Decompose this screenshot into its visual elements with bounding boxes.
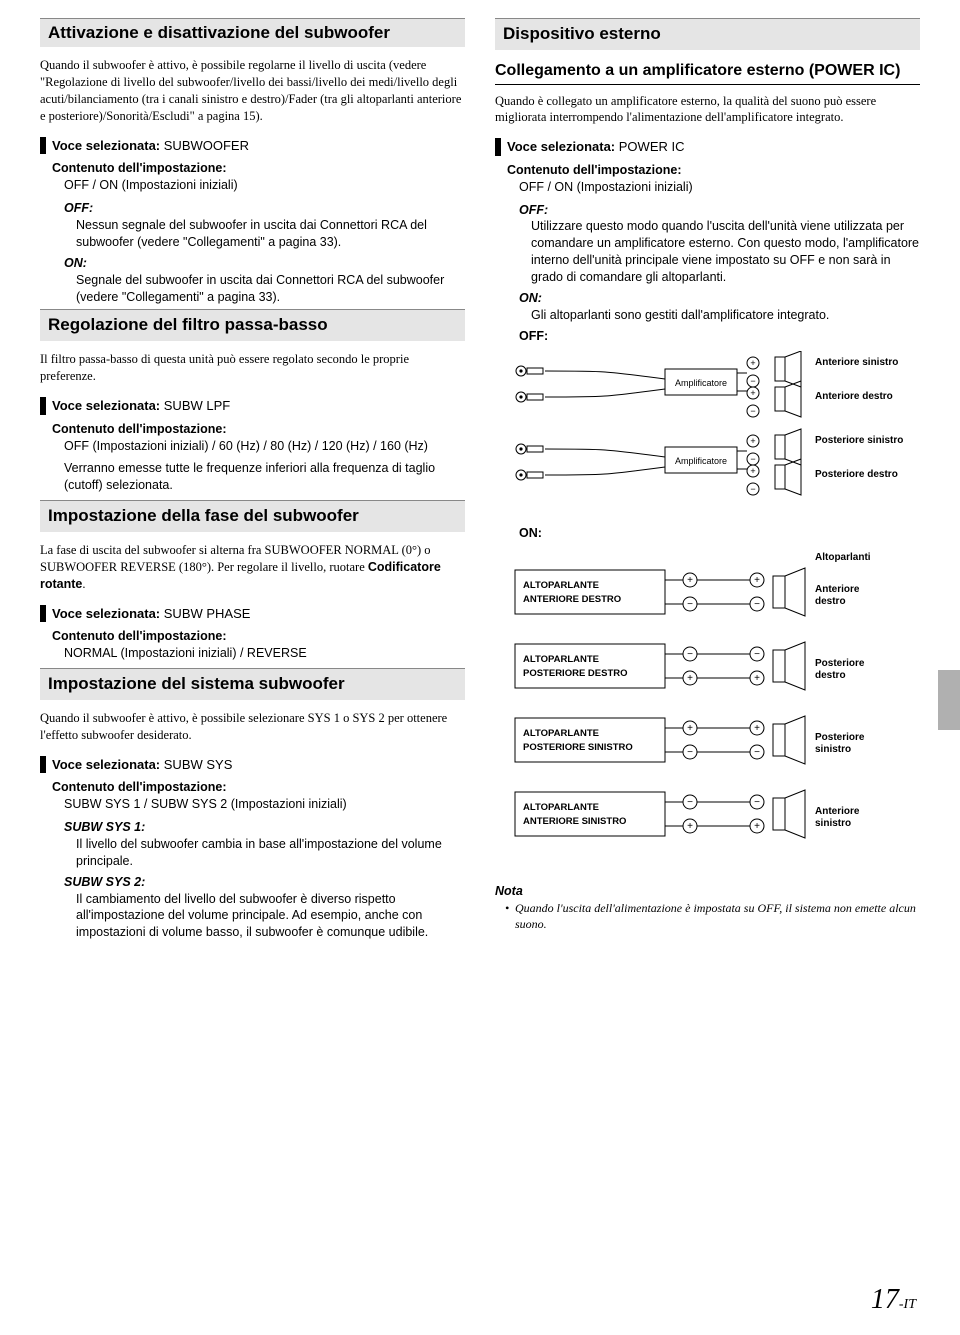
svg-text:−: − bbox=[687, 649, 693, 660]
heading-external: Dispositivo esterno bbox=[495, 18, 920, 50]
svg-text:−: − bbox=[754, 649, 760, 660]
voice-subwoofer: Voce selezionata: SUBWOOFER bbox=[40, 137, 465, 155]
svg-text:Anteriore: Anteriore bbox=[815, 806, 860, 817]
svg-text:ALTOPARLANTE: ALTOPARLANTE bbox=[523, 728, 599, 739]
content-poweric-val: OFF / ON (Impostazioni iniziali) bbox=[519, 179, 920, 196]
svg-text:ALTOPARLANTE: ALTOPARLANTE bbox=[523, 654, 599, 665]
label-diagram-off: OFF: bbox=[519, 328, 920, 345]
svg-text:+: + bbox=[754, 673, 760, 684]
svg-text:sinistro: sinistro bbox=[815, 744, 851, 755]
content-label: Contenuto dell'impostazione: bbox=[52, 160, 465, 177]
nota-text: Quando l'uscita dell'alimentazione è imp… bbox=[505, 900, 920, 932]
content-lpf-val: OFF (Impostazioni iniziali) / 60 (Hz) / … bbox=[64, 438, 465, 455]
para-subwoofer-intro: Quando il subwoofer è attivo, è possibil… bbox=[40, 57, 465, 125]
svg-text:+: + bbox=[754, 575, 760, 586]
voice-sys: Voce selezionata: SUBW SYS bbox=[40, 756, 465, 774]
diagram-on: Altoparlanti ALTOPARLANTE ANTERIORE DEST… bbox=[495, 548, 920, 873]
svg-text:−: − bbox=[754, 797, 760, 808]
svg-text:ALTOPARLANTE: ALTOPARLANTE bbox=[523, 580, 599, 591]
content-label-phase: Contenuto dell'impostazione: bbox=[52, 628, 465, 645]
para-phase: La fase di uscita del subwoofer si alter… bbox=[40, 542, 465, 593]
para-sys: Quando il subwoofer è attivo, è possibil… bbox=[40, 710, 465, 744]
text-subwoofer-off: Nessun segnale del subwoofer in uscita d… bbox=[76, 217, 465, 251]
svg-text:+: + bbox=[687, 821, 693, 832]
svg-text:POSTERIORE SINISTRO: POSTERIORE SINISTRO bbox=[523, 742, 633, 753]
side-tab bbox=[938, 670, 960, 730]
text-poweric-on: Gli altoparlanti sono gestiti dall'ampli… bbox=[531, 307, 920, 324]
svg-text:ALTOPARLANTE: ALTOPARLANTE bbox=[523, 802, 599, 813]
heading-subwoofer-onoff: Attivazione e disattivazione del subwoof… bbox=[40, 18, 465, 47]
svg-text:+: + bbox=[687, 723, 693, 734]
heading-phase: Impostazione della fase del subwoofer bbox=[40, 500, 465, 532]
svg-text:+: + bbox=[687, 575, 693, 586]
label-poweric-off: OFF: bbox=[519, 202, 920, 219]
svg-text:ANTERIORE SINISTRO: ANTERIORE SINISTRO bbox=[523, 816, 626, 827]
text-poweric-off: Utilizzare questo modo quando l'uscita d… bbox=[531, 218, 920, 286]
content-phase-val: NORMAL (Impostazioni iniziali) / REVERSE bbox=[64, 645, 465, 662]
left-column: Attivazione e disattivazione del subwoof… bbox=[40, 18, 465, 945]
svg-text:−: − bbox=[687, 599, 693, 610]
content-label-sys: Contenuto dell'impostazione: bbox=[52, 779, 465, 796]
heading-lpf: Regolazione del filtro passa-basso bbox=[40, 309, 465, 341]
svg-text:−: − bbox=[754, 599, 760, 610]
svg-text:ANTERIORE DESTRO: ANTERIORE DESTRO bbox=[523, 594, 621, 605]
svg-text:Anteriore sinistro: Anteriore sinistro bbox=[815, 357, 898, 368]
text-sys2: Il cambiamento del livello del subwoofer… bbox=[76, 891, 465, 942]
svg-text:Anteriore: Anteriore bbox=[815, 584, 860, 595]
svg-text:−: − bbox=[754, 747, 760, 758]
para-poweric: Quando è collegato un amplificatore este… bbox=[495, 93, 920, 127]
svg-text:destro: destro bbox=[815, 670, 846, 681]
voice-poweric: Voce selezionata: POWER IC bbox=[495, 138, 920, 156]
svg-text:destro: destro bbox=[815, 596, 846, 607]
diagram-off: Amplificatore Amplificatore + − bbox=[495, 351, 920, 516]
label-on: ON: bbox=[64, 255, 465, 272]
svg-text:−: − bbox=[687, 797, 693, 808]
label-poweric-on: ON: bbox=[519, 290, 920, 307]
page-number: 17-IT bbox=[871, 1281, 916, 1319]
content-subwoofer-val: OFF / ON (Impostazioni iniziali) bbox=[64, 177, 465, 194]
svg-text:Posteriore destro: Posteriore destro bbox=[815, 469, 898, 480]
svg-text:−: − bbox=[687, 747, 693, 758]
content-sys-val: SUBW SYS 1 / SUBW SYS 2 (Impostazioni in… bbox=[64, 796, 465, 813]
label-sys2: SUBW SYS 2: bbox=[64, 874, 465, 891]
label-off: OFF: bbox=[64, 200, 465, 217]
svg-text:Amplificatore: Amplificatore bbox=[675, 456, 727, 466]
svg-text:+: + bbox=[687, 673, 693, 684]
text-sys1: Il livello del subwoofer cambia in base … bbox=[76, 836, 465, 870]
right-column: Dispositivo esterno Collegamento a un am… bbox=[495, 18, 920, 945]
svg-text:+: + bbox=[754, 821, 760, 832]
svg-text:+: + bbox=[750, 358, 755, 368]
voice-phase: Voce selezionata: SUBW PHASE bbox=[40, 605, 465, 623]
svg-text:Altoparlanti: Altoparlanti bbox=[815, 552, 871, 563]
svg-text:Posteriore: Posteriore bbox=[815, 732, 865, 743]
para-lpf: Il filtro passa-basso di questa unità pu… bbox=[40, 351, 465, 385]
content-lpf-note: Verranno emesse tutte le frequenze infer… bbox=[64, 460, 465, 494]
content-label-poweric: Contenuto dell'impostazione: bbox=[507, 162, 920, 179]
svg-text:Amplificatore: Amplificatore bbox=[675, 378, 727, 388]
label-sys1: SUBW SYS 1: bbox=[64, 819, 465, 836]
svg-text:POSTERIORE DESTRO: POSTERIORE DESTRO bbox=[523, 668, 628, 679]
svg-text:+: + bbox=[754, 723, 760, 734]
voice-lpf: Voce selezionata: SUBW LPF bbox=[40, 397, 465, 415]
label-diagram-on: ON: bbox=[519, 525, 920, 542]
heading-sys: Impostazione del sistema subwoofer bbox=[40, 668, 465, 700]
svg-text:Posteriore: Posteriore bbox=[815, 658, 865, 669]
text-subwoofer-on: Segnale del subwoofer in uscita dai Conn… bbox=[76, 272, 465, 306]
nota-label: Nota bbox=[495, 883, 920, 900]
svg-text:−: − bbox=[750, 376, 755, 386]
content-label-lpf: Contenuto dell'impostazione: bbox=[52, 421, 465, 438]
svg-text:Anteriore destro: Anteriore destro bbox=[815, 391, 893, 402]
svg-text:sinistro: sinistro bbox=[815, 818, 851, 829]
svg-text:Posteriore sinistro: Posteriore sinistro bbox=[815, 435, 903, 446]
subheading-poweric: Collegamento a un amplificatore esterno … bbox=[495, 60, 920, 85]
